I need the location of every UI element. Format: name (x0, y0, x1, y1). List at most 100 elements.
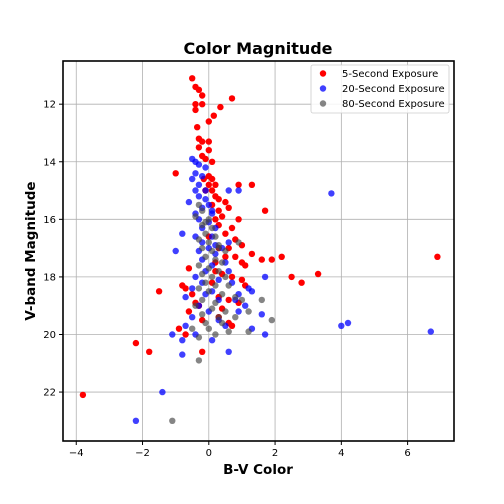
data-point (195, 236, 203, 243)
data-point (215, 207, 222, 214)
data-point (212, 216, 219, 223)
y-tick-label: 14 (43, 157, 56, 168)
data-point (192, 101, 199, 108)
data-point (215, 244, 222, 252)
data-point (194, 124, 201, 131)
data-point (195, 193, 203, 200)
data-point (208, 175, 216, 183)
data-point (155, 288, 163, 295)
data-point (208, 207, 216, 214)
y-tick-label: 20 (43, 330, 56, 341)
data-point (195, 262, 203, 269)
data-point (222, 273, 229, 281)
data-point (215, 314, 222, 321)
data-point (202, 196, 209, 203)
data-point (225, 296, 232, 304)
data-point (314, 270, 322, 278)
data-point (189, 285, 196, 292)
x-tick-label: 2 (272, 448, 278, 459)
data-point (225, 187, 232, 194)
data-point (202, 230, 209, 237)
data-point (338, 322, 345, 329)
data-point (268, 256, 275, 263)
data-point (189, 291, 196, 298)
data-point (212, 256, 219, 263)
legend: 5-Second Exposure 20-Second Exposure 80-… (310, 64, 450, 114)
data-point (199, 207, 206, 214)
data-point (159, 388, 166, 396)
data-point (235, 187, 242, 194)
y-tick-label: 18 (43, 272, 56, 283)
data-point (261, 273, 269, 281)
data-point (212, 299, 219, 306)
data-point (182, 285, 189, 292)
data-point (268, 316, 275, 324)
data-point (232, 314, 239, 321)
x-axis-label: B-V Color (223, 462, 293, 478)
legend-box (310, 64, 450, 114)
data-point (225, 328, 232, 335)
data-point (208, 337, 216, 344)
data-point (225, 239, 232, 246)
data-point (232, 253, 239, 260)
data-point (205, 181, 212, 188)
data-point (225, 282, 232, 289)
data-point (195, 285, 203, 292)
data-point (172, 170, 179, 177)
legend-marker-5s (319, 70, 327, 77)
data-point (79, 391, 87, 399)
data-point (179, 230, 186, 237)
ticks: −4 −2 0 2 4 6 12 14 16 18 20 22 (43, 100, 411, 459)
data-point (228, 95, 236, 102)
data-point (202, 164, 209, 171)
data-point (208, 305, 216, 312)
data-point (182, 322, 189, 329)
data-point (205, 265, 212, 272)
data-point (192, 273, 199, 281)
data-point (182, 331, 189, 338)
data-point (195, 86, 203, 94)
data-point (242, 262, 249, 269)
data-point (225, 348, 232, 355)
data-point (195, 144, 203, 151)
data-point (328, 190, 335, 197)
x-tick-label: 4 (338, 448, 344, 459)
data-point (288, 273, 295, 281)
data-point (179, 351, 186, 358)
data-point (248, 288, 256, 295)
data-point (182, 293, 189, 301)
data-point (192, 187, 199, 194)
data-point (238, 296, 246, 304)
data-point (205, 118, 212, 125)
data-point (192, 106, 199, 114)
data-point (199, 296, 206, 304)
data-point (199, 92, 206, 99)
y-tick-label: 22 (43, 388, 56, 399)
data-point (199, 270, 206, 278)
data-point (228, 224, 236, 232)
data-point (169, 331, 176, 338)
data-point (215, 268, 222, 275)
data-point (258, 296, 265, 304)
data-point (202, 279, 209, 286)
data-point (208, 273, 216, 281)
data-point (189, 325, 196, 332)
data-point (199, 101, 206, 108)
data-point (192, 170, 199, 177)
data-point (202, 155, 209, 163)
x-tick-label: −4 (69, 448, 84, 459)
data-point (218, 319, 226, 327)
data-point (258, 311, 265, 318)
x-tick-label: 6 (404, 448, 410, 459)
data-point (225, 204, 232, 211)
legend-marker-20s (319, 85, 327, 92)
data-point (245, 308, 252, 315)
data-point (228, 273, 236, 281)
data-point (235, 216, 242, 223)
data-point (218, 213, 226, 220)
data-point (192, 302, 199, 309)
data-point (212, 331, 219, 338)
data-point (195, 161, 203, 168)
data-point (228, 322, 236, 329)
